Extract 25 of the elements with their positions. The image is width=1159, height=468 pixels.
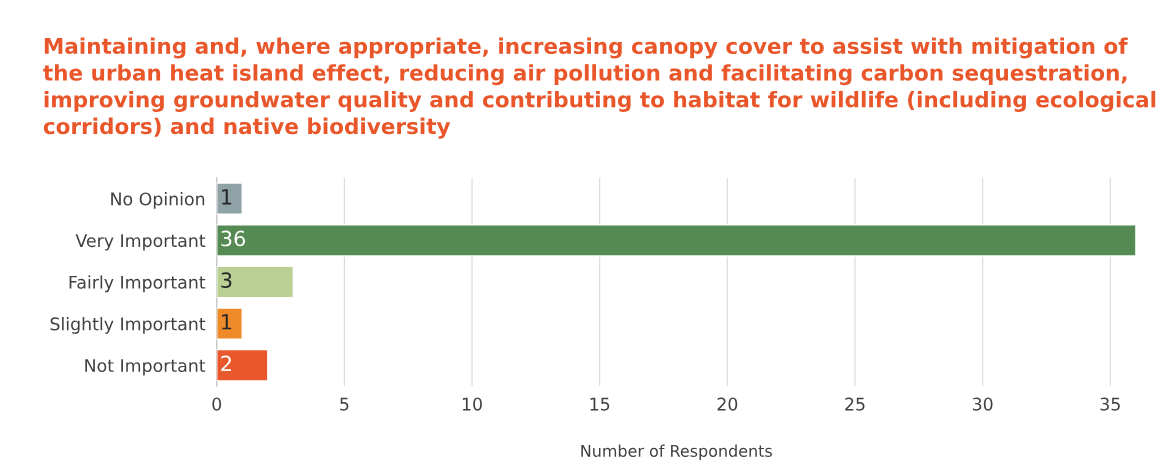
y-tick-label: Slightly Important	[50, 317, 206, 334]
data-label: 3	[221, 272, 232, 289]
x-tick-label: 30	[972, 397, 993, 411]
y-tick-label: Not Important	[85, 359, 206, 376]
data-label: 36	[221, 230, 245, 247]
data-label: 1	[222, 314, 232, 330]
y-tick-label: Fairly Important	[69, 275, 206, 293]
x-axis-title: Number of Respondents	[581, 444, 772, 461]
data-label: 2	[221, 355, 231, 372]
x-tick-label: 10	[462, 397, 482, 411]
chart-title: Maintaining and, where appropriate, increasing canopy cover to assist with mitigation of the urban heat island effect, reducing air pollution and facilitating carbon sequestration, improving groundwater quality and contributing to habitat for wildlife (including ecological corridors) and native biodiversity	[43, 37, 1156, 139]
x-tick-label: 15	[590, 397, 610, 411]
data-label: 1	[222, 189, 232, 205]
bar	[216, 307, 243, 340]
x-tick-label: 20	[717, 397, 738, 411]
bar	[216, 224, 1136, 257]
bar	[216, 182, 243, 215]
x-tick-label: 35	[1100, 397, 1120, 411]
x-tick-label: 0	[212, 397, 222, 411]
y-tick-label: No Opinion	[111, 192, 205, 209]
bar	[216, 348, 269, 382]
bar	[216, 265, 295, 299]
x-tick-label: 25	[845, 397, 865, 411]
y-tick-label: Very Important	[75, 234, 206, 251]
x-tick-label: 5	[340, 397, 349, 411]
